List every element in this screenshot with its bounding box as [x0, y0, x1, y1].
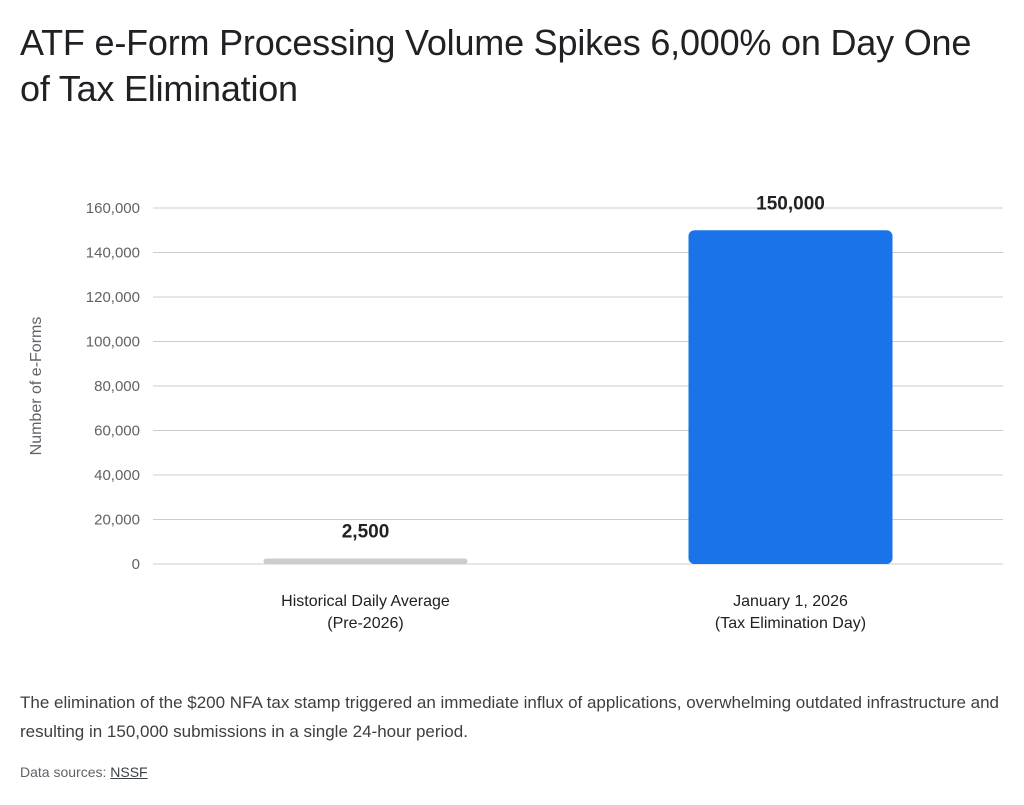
- chart-area: 0 20,000 40,000 60,000 80,000 100,000 120,000 1…: [0, 170, 1024, 650]
- data-label: 150,000: [756, 193, 825, 214]
- data-sources: Data sources: NSSF: [20, 764, 148, 780]
- bar-chart: 0 20,000 40,000 60,000 80,000 100,000 120,000 1…: [28, 193, 1003, 632]
- data-label: 2,500: [342, 521, 390, 542]
- y-tick-label: 160,000: [86, 200, 140, 217]
- data-labels: 2,500 150,000: [342, 193, 825, 542]
- x-category-label: (Tax Elimination Day): [715, 615, 866, 632]
- bar: [263, 558, 468, 564]
- y-tick-label: 60,000: [94, 423, 140, 440]
- data-source-link[interactable]: NSSF: [110, 764, 148, 780]
- x-category-label: (Pre-2026): [327, 615, 403, 632]
- y-tick-label: 140,000: [86, 245, 140, 262]
- x-category-label: Historical Daily Average: [281, 593, 450, 610]
- y-tick-label: 80,000: [94, 378, 140, 395]
- y-tick-label: 120,000: [86, 289, 140, 306]
- y-tick-label: 20,000: [94, 512, 140, 529]
- y-axis-tick-labels: 0 20,000 40,000 60,000 80,000 100,000 120,000 1…: [86, 200, 140, 573]
- x-axis-category-labels: Historical Daily Average (Pre-2026) Januar…: [281, 593, 866, 632]
- chart-title: ATF e-Form Processing Volume Spikes 6,00…: [20, 22, 972, 109]
- y-tick-label: 0: [132, 556, 140, 573]
- bars: [263, 230, 893, 564]
- y-axis-label: Number of e-Forms: [28, 317, 45, 456]
- y-tick-label: 100,000: [86, 334, 140, 351]
- data-sources-label: Data sources:: [20, 764, 107, 780]
- y-tick-label: 40,000: [94, 467, 140, 484]
- x-category-label: January 1, 2026: [733, 593, 848, 610]
- chart-caption: The elimination of the $200 NFA tax stam…: [20, 693, 999, 741]
- gridlines: [153, 207, 1003, 565]
- bar: [688, 230, 893, 564]
